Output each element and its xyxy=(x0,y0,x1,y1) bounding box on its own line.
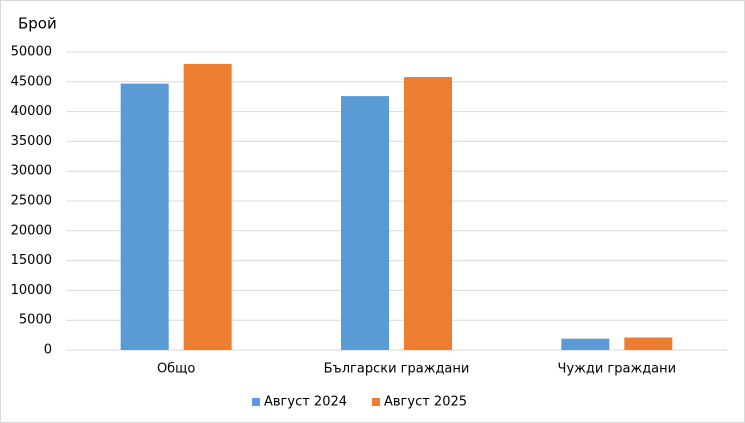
bar xyxy=(120,83,169,350)
x-tick-label: Общо xyxy=(157,362,195,377)
y-tick-label: 5000 xyxy=(19,313,52,328)
y-tick-label: 10000 xyxy=(11,283,52,298)
bar xyxy=(624,337,673,350)
y-tick-label: 50000 xyxy=(11,45,52,60)
bar xyxy=(183,63,232,351)
y-tick-label: 0 xyxy=(44,343,52,358)
legend-swatch xyxy=(372,398,380,406)
bar xyxy=(561,338,610,350)
y-tick-label: 40000 xyxy=(11,104,52,119)
y-tick-label: 20000 xyxy=(11,223,52,238)
y-axis-title: Брой xyxy=(18,15,57,33)
legend-swatch xyxy=(252,398,260,406)
y-tick-label: 30000 xyxy=(11,164,52,179)
y-tick-label: 25000 xyxy=(11,194,52,209)
bar xyxy=(341,96,389,350)
legend-label: Август 2025 xyxy=(384,395,467,410)
y-tick-label: 15000 xyxy=(11,253,52,268)
bar xyxy=(404,77,452,351)
x-tick-label: Чужди граждани xyxy=(558,362,677,377)
y-tick-label: 45000 xyxy=(11,74,52,89)
y-tick-label: 35000 xyxy=(11,134,52,149)
x-tick-label: Български граждани xyxy=(324,362,470,377)
legend-label: Август 2024 xyxy=(264,395,347,410)
